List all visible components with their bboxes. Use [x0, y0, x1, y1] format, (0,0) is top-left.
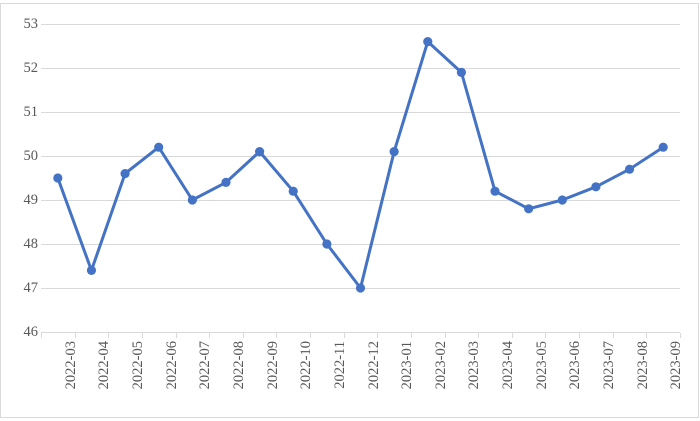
- series-line: [56, 40, 665, 290]
- y-tick-label: 53: [23, 15, 39, 32]
- x-axis-tick: [444, 333, 446, 338]
- data-point-marker[interactable]: [591, 182, 601, 192]
- x-axis-tick: [74, 333, 76, 338]
- gridline-53: [41, 24, 680, 25]
- x-tick-label: 2023-05: [533, 341, 550, 390]
- x-axis-tick: [680, 333, 681, 338]
- x-tick-label: 2023-04: [500, 341, 517, 390]
- x-axis-tick: [377, 333, 379, 338]
- x-tick-label: 2023-08: [634, 341, 651, 390]
- x-tick-label: 2023-09: [668, 341, 685, 390]
- data-point-marker[interactable]: [154, 142, 164, 152]
- x-tick-label: 2023-01: [399, 341, 416, 390]
- x-axis-tick: [612, 333, 614, 338]
- x-axis-tick: [141, 333, 143, 338]
- gridline-51: [41, 112, 680, 113]
- x-tick-label: 2022-12: [365, 341, 382, 390]
- data-point-marker[interactable]: [355, 283, 366, 293]
- x-axis-tick: [545, 333, 547, 338]
- plot-area: [41, 24, 680, 333]
- gridline-49: [41, 200, 680, 201]
- x-axis-tick: [310, 333, 312, 338]
- x-axis-tick: [41, 333, 42, 338]
- x-tick-label: 2022-08: [230, 341, 247, 390]
- gridline-48: [41, 244, 680, 245]
- data-point-marker[interactable]: [524, 204, 534, 214]
- x-axis-tick: [478, 333, 480, 338]
- y-tick-label: 49: [23, 191, 39, 208]
- y-tick-label: 50: [23, 147, 39, 164]
- gridline-50: [41, 156, 680, 157]
- data-point-marker[interactable]: [322, 239, 332, 249]
- x-tick-label: 2022-07: [197, 341, 214, 390]
- x-axis-line: [41, 332, 680, 333]
- x-tick-label: 2023-07: [600, 341, 617, 390]
- x-tick-label: 2023-02: [432, 341, 449, 390]
- data-point-marker[interactable]: [423, 37, 433, 47]
- data-point-marker[interactable]: [658, 142, 668, 152]
- x-tick-label: 2023-03: [466, 341, 483, 390]
- x-axis-tick: [511, 333, 513, 338]
- x-axis-tick: [579, 333, 581, 338]
- x-tick-label: 2023-06: [567, 341, 584, 390]
- x-tick-label: 2022-04: [96, 341, 113, 390]
- y-axis-labels: 46 47 48 49 50 51 52 53: [0, 17, 39, 339]
- data-point-marker[interactable]: [624, 164, 635, 174]
- x-axis-tick: [175, 333, 177, 338]
- y-tick-label: 47: [23, 279, 39, 296]
- y-tick-label: 52: [23, 59, 39, 76]
- x-tick-label: 2022-09: [264, 341, 281, 390]
- x-axis-tick: [209, 333, 211, 338]
- gridline-52: [41, 68, 680, 69]
- data-point-marker[interactable]: [187, 195, 197, 205]
- data-point-marker[interactable]: [557, 195, 567, 205]
- data-point-marker[interactable]: [53, 173, 63, 183]
- data-point-marker[interactable]: [389, 147, 399, 157]
- y-tick-label: 48: [23, 235, 39, 252]
- x-tick-label: 2022-11: [331, 341, 348, 389]
- x-axis-tick: [343, 333, 345, 338]
- x-tick-label: 2022-06: [163, 341, 180, 390]
- data-point-marker[interactable]: [255, 147, 265, 157]
- series-line-group: [53, 37, 668, 293]
- x-tick-label: 2022-03: [62, 341, 79, 390]
- data-point-marker[interactable]: [490, 186, 500, 196]
- x-tick-label: 2022-05: [130, 341, 147, 390]
- x-axis-tick: [108, 333, 110, 338]
- x-axis-tick: [646, 333, 648, 338]
- data-point-marker[interactable]: [456, 67, 466, 77]
- x-axis-tick: [242, 333, 244, 338]
- x-axis-tick: [410, 333, 412, 338]
- data-point-marker[interactable]: [221, 177, 231, 187]
- x-tick-label: 2022-10: [298, 341, 315, 390]
- x-axis-tick: [276, 333, 278, 338]
- data-point-marker[interactable]: [120, 169, 130, 179]
- y-tick-label: 51: [23, 103, 39, 120]
- data-point-marker[interactable]: [288, 186, 298, 196]
- y-tick-label: 46: [23, 323, 39, 340]
- data-point-marker[interactable]: [86, 265, 97, 275]
